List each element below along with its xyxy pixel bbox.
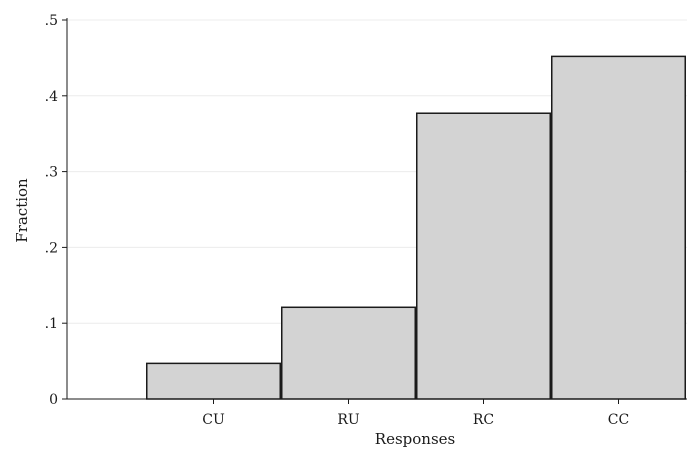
y-tick-label: .4 [45,89,58,105]
x-ticks: CU RU RC CC [202,399,629,428]
x-tick-label-rc: RC [473,412,494,428]
axes [66,18,687,400]
bar-rc [416,112,551,400]
y-tick-label: .2 [45,240,58,256]
y-tick-label: .1 [45,316,58,332]
x-tick-label-ru: RU [337,412,360,428]
x-axis-label: Responses [375,430,455,448]
y-axis-label: Fraction [13,178,31,243]
x-tick-label-cc: CC [608,412,629,428]
bar-ru [281,306,416,400]
y-ticks: 0 .1 .2 .3 .4 .5 [45,13,67,408]
bar-cc [551,55,686,400]
y-tick-label: .5 [45,13,58,29]
bars [146,55,686,400]
y-tick-label: 0 [49,392,58,408]
x-tick-label-cu: CU [202,412,225,428]
bar-cu [146,362,281,400]
y-tick-label: .3 [45,165,58,181]
